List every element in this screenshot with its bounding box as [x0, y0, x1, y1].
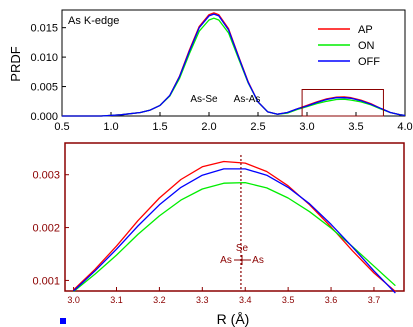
top-ytick-label: 0.000: [30, 111, 58, 123]
bottom-xtick-label: 3.6: [325, 295, 338, 305]
top-annotation-as-se: As-Se: [190, 94, 218, 105]
top-xtick-label: 2.5: [250, 121, 265, 133]
bottom-panel: 3.0 3.1 3.2 3.3 3.4 3.5 3.6 3.70.0010.0020.003 …: [32, 142, 405, 327]
bottom-xtick-label: 3.4: [239, 295, 252, 305]
blue-square-marker: [60, 318, 66, 324]
legend-label-off: OFF: [358, 56, 380, 68]
bottom-annotation-as-left: As: [220, 255, 232, 266]
top-annotation-as-as: As-As: [234, 94, 261, 105]
top-xtick-label: 3.0: [299, 121, 314, 133]
top-xtick-label: 3.5: [348, 121, 363, 133]
top-xtick-label: 0.5: [54, 121, 69, 133]
top-xtick-label: 2.0: [201, 121, 216, 133]
top-panel: 0.5 1.0 1.5 2.0 2.5 3.0 3.5 4.0 0.000 0.005 0.010 0…: [8, 9, 413, 133]
top-title: As K-edge: [68, 15, 119, 27]
bottom-series: [73, 160, 396, 294]
top-ytick-label: 0.010: [30, 52, 58, 64]
top-series-off: [62, 13, 406, 117]
bottom-series-on: [73, 181, 396, 293]
bottom-xtick-label: 3.7: [368, 295, 381, 305]
top-ytick-label: 0.005: [30, 82, 58, 94]
bottom-xtick-label: 3.5: [282, 295, 295, 305]
bottom-annotation-as-right: As: [252, 255, 264, 266]
top-xtick-label: 1.0: [103, 121, 118, 133]
top-ylabel: PRDF: [8, 46, 23, 81]
bottom-annotation-se: Se: [236, 243, 249, 254]
top-xtick-label: 1.5: [152, 121, 167, 133]
bottom-plot-frame: [64, 142, 405, 292]
top-legend: AP ON OFF: [318, 24, 380, 68]
bottom-ytick-label: 0.003: [32, 170, 60, 182]
bottom-series-off: [73, 168, 396, 294]
bottom-xtick-label: 3.1: [110, 295, 123, 305]
bottom-xtick-label: 3.2: [153, 295, 166, 305]
bottom-ytick-label: 0.002: [32, 223, 60, 235]
bottom-xtick-label: 3.0: [67, 295, 80, 305]
top-highlight-box: [301, 89, 384, 117]
bottom-xlabel: R (Å): [217, 311, 250, 327]
bottom-xtick-label: 3.3: [196, 295, 209, 305]
bottom-ytick-label: 0.001: [32, 275, 60, 287]
bottom-series-ap: [73, 160, 396, 292]
top-ytick-label: 0.015: [30, 23, 58, 35]
top-xtick-label: 4.0: [397, 121, 412, 133]
top-series: [62, 12, 406, 117]
top-plot-frame: [61, 9, 406, 117]
legend-label-ap: AP: [358, 24, 373, 36]
bottom-ticks: 3.0 3.1 3.2 3.3 3.4 3.5 3.6 3.7 0.001 0.002 0.003: [32, 170, 380, 305]
legend-label-on: ON: [358, 40, 375, 52]
